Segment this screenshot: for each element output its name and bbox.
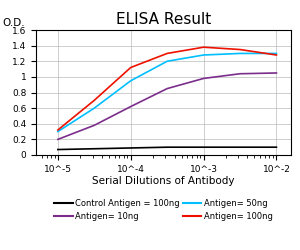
Title: ELISA Result: ELISA Result: [116, 12, 211, 28]
Legend: Control Antigen = 100ng, Antigen= 10ng, Antigen= 50ng, Antigen= 100ng: Control Antigen = 100ng, Antigen= 10ng, …: [54, 199, 273, 221]
X-axis label: Serial Dilutions of Antibody: Serial Dilutions of Antibody: [92, 176, 235, 186]
Text: O.D.: O.D.: [3, 18, 26, 28]
